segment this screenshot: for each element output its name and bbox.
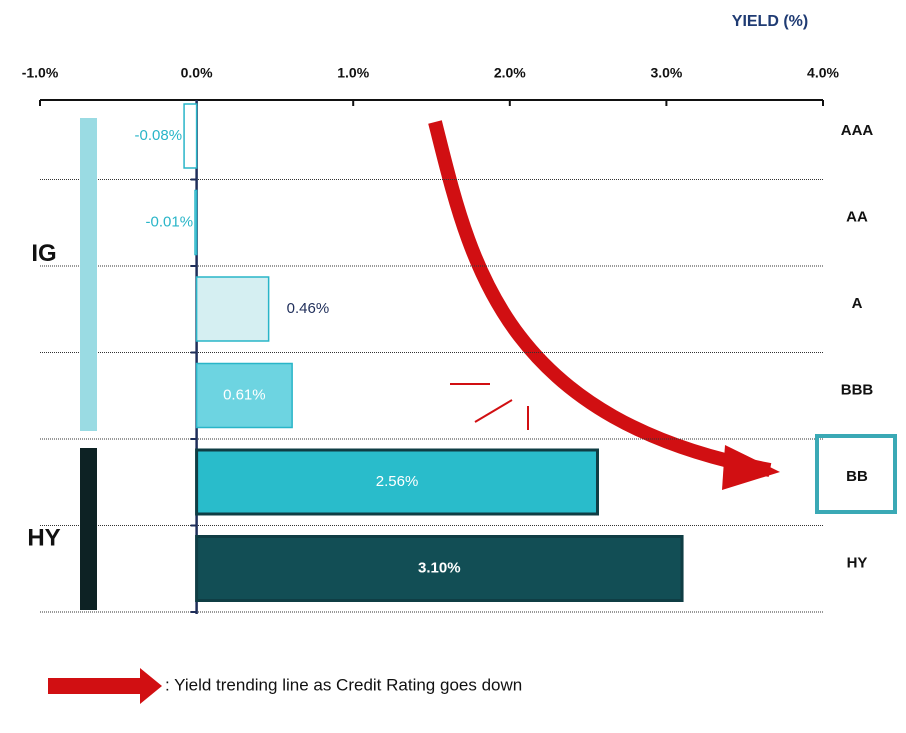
category-label: A (852, 295, 863, 312)
trend-arrow (428, 120, 772, 477)
x-tick-label: 3.0% (650, 65, 682, 81)
category-label: BB (846, 468, 868, 485)
group-label: HY (27, 524, 60, 551)
group-bar (80, 118, 97, 431)
category-label: AAA (841, 122, 874, 139)
value-label: 3.10% (418, 559, 461, 576)
x-tick-label: 0.0% (181, 65, 213, 81)
value-label: -0.08% (135, 127, 183, 144)
x-tick-label: 2.0% (494, 65, 526, 81)
bar (195, 448, 599, 516)
value-label: 0.46% (287, 300, 330, 317)
legend-arrow (48, 668, 162, 704)
value-label: 0.61% (223, 386, 266, 403)
bar (195, 276, 270, 342)
value-label: 2.56% (376, 473, 419, 490)
category-label: HY (847, 554, 868, 571)
x-tick-label: 4.0% (807, 65, 839, 81)
x-tick-label: 1.0% (337, 65, 369, 81)
axis-title: YIELD (%) (732, 13, 808, 30)
category-label: AA (846, 208, 868, 225)
trend-arrow-head (722, 445, 780, 490)
highlight-box (815, 434, 897, 514)
legend-note: : Yield trending line as Credit Rating g… (165, 675, 522, 694)
category-label: BBB (841, 381, 874, 398)
bar (194, 189, 198, 256)
spark (450, 383, 529, 430)
bar (183, 103, 198, 169)
group-label: IG (31, 240, 56, 267)
x-tick-label: -1.0% (22, 65, 59, 81)
value-label: -0.01% (146, 213, 194, 230)
group-bar (80, 448, 97, 610)
bar (195, 362, 293, 429)
bar (195, 535, 684, 602)
